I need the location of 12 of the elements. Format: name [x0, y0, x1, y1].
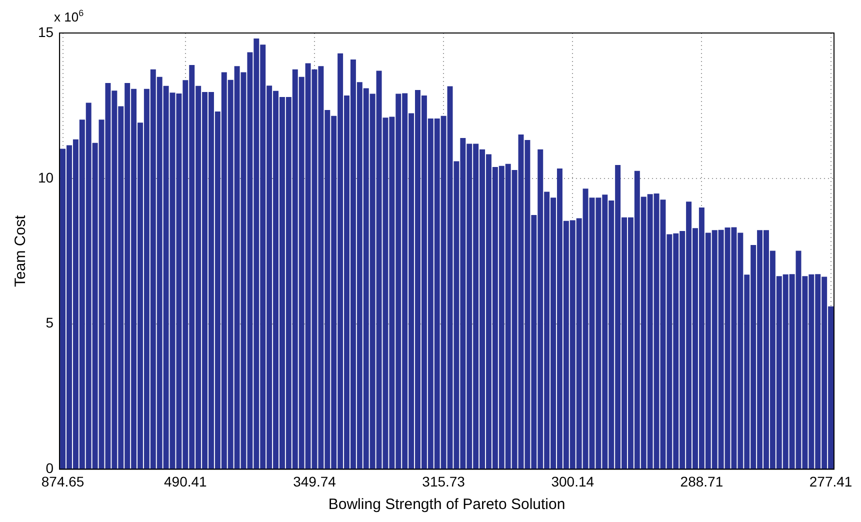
x-tick-label: 315.73 — [422, 473, 466, 490]
x-axis-title: Bowling Strength of Pareto Solution — [328, 496, 566, 514]
x-tick-label: 300.14 — [551, 473, 594, 490]
x-tick-label: 349.74 — [293, 473, 336, 490]
text: x 10$^{6}$ — [54, 8, 84, 24]
x-tick-label: 490.41 — [164, 473, 208, 490]
y-tick-label: 15 — [38, 24, 54, 40]
y-tick-label: 10 — [38, 169, 54, 186]
x-tick-label: 277.41 — [809, 473, 852, 490]
x-tick-label: 288.71 — [680, 473, 724, 490]
y-tick-label: 5 — [46, 314, 54, 331]
y-axis-title: Team Cost — [12, 214, 30, 287]
